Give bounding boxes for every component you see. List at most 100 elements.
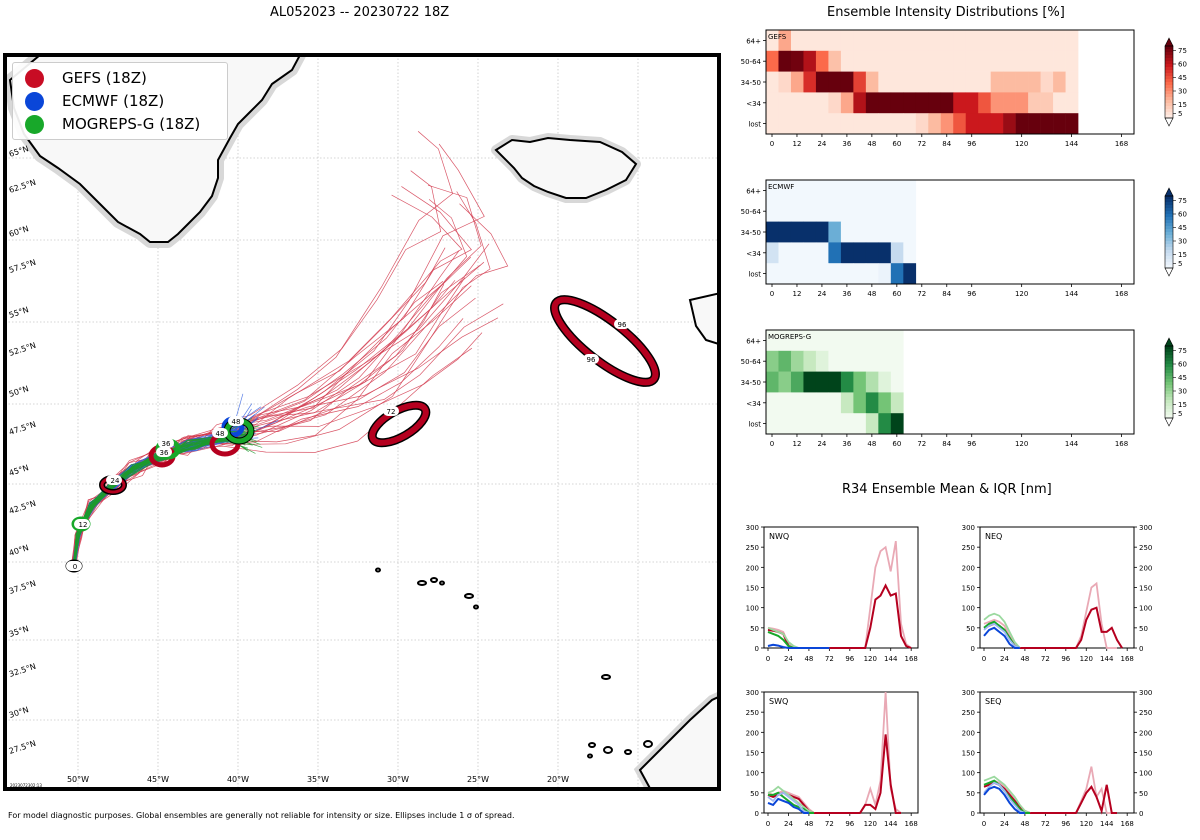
colorbar-tick-label: 75 (1178, 347, 1187, 355)
r34-x-label: 0 (766, 820, 770, 828)
heatmap-cell (940, 50, 954, 72)
r34-y-label-right: 200 (1139, 564, 1152, 572)
colorbar-tick-label: 45 (1178, 74, 1187, 82)
heatmap-cell (766, 221, 779, 243)
colorbar-tick-label: 15 (1178, 401, 1187, 409)
heatmap-cell (878, 50, 892, 72)
heatmap-cell (915, 50, 929, 72)
heatmap-cell (865, 71, 879, 93)
r34-x-label: 72 (1041, 655, 1050, 663)
heatmap-cell (1003, 50, 1016, 72)
intensity-x-label: 168 (1115, 290, 1128, 298)
heatmap-cell (840, 371, 854, 393)
heatmap-cell (778, 221, 792, 243)
r34-y-label: 250 (962, 709, 975, 717)
r34-x-label: 144 (1100, 655, 1114, 663)
colorbar-segment (1165, 103, 1173, 107)
mogreps-mean-line (768, 791, 814, 814)
heatmap-cell (815, 180, 829, 202)
colorbar-segment (1165, 70, 1173, 74)
colorbar-segment (1165, 361, 1173, 365)
heatmap-cell (828, 71, 842, 93)
r34-y-label: 50 (750, 625, 759, 633)
intensity-y-label: 50-64 (741, 208, 762, 216)
heatmap-cell (778, 392, 792, 414)
mogreps-iqr-line (983, 775, 1031, 814)
europe-coast-north (688, 292, 719, 346)
heatmap-cell (790, 263, 804, 285)
azores-islet (439, 580, 445, 586)
heatmap-cell (766, 330, 779, 352)
colorbar-segment (1165, 202, 1173, 206)
colorbar-segment (1165, 412, 1173, 416)
canary-islet (588, 742, 596, 748)
heatmap-cell (815, 200, 829, 222)
r34-x-label: 96 (845, 655, 854, 663)
intensity-x-label: 60 (892, 440, 901, 448)
r34-x-label: 24 (1000, 655, 1009, 663)
heatmap-cell (778, 350, 792, 372)
ecmwf-mean-line (983, 785, 1025, 814)
heatmap-cell (1065, 50, 1079, 72)
heatmap-cell (840, 242, 854, 264)
heatmap-cell (815, 71, 829, 93)
r34-x-label: 72 (1041, 820, 1050, 828)
colorbar-segment (1165, 262, 1173, 266)
heatmap-cell (890, 242, 904, 264)
colorbar-segment (1165, 256, 1173, 260)
heatmap-cell (766, 71, 779, 93)
colorbar-segment (1165, 391, 1173, 395)
heatmap-cell (928, 113, 942, 135)
heatmap-cell (815, 113, 829, 135)
heatmap-cell (828, 221, 842, 243)
footnote: For model diagnostic purposes. Global en… (8, 811, 515, 820)
heatmap-cell (778, 330, 792, 352)
colorbar-segment (1165, 76, 1173, 80)
colorbar-segment (1165, 235, 1173, 239)
heatmap-cell (790, 200, 804, 222)
heatmap-cell (778, 180, 792, 202)
azores-islet (430, 577, 438, 583)
heatmap-cell (1053, 113, 1066, 135)
hour-label-24: 24 (111, 477, 120, 485)
heatmap-cell (815, 371, 829, 393)
heatmap-cell (978, 30, 991, 52)
colorbar-segment (1165, 385, 1173, 389)
colorbar-segment (1165, 241, 1173, 245)
heatmap-cell (853, 200, 867, 222)
heatmap-cell (965, 92, 979, 114)
intensity-y-label: 50-64 (741, 358, 762, 366)
ecmwf-iqr-line (983, 622, 1021, 649)
r34-y-label: 250 (746, 544, 759, 552)
r34-x-label: 144 (884, 655, 898, 663)
colorbar-segment (1165, 397, 1173, 401)
colorbar-segment (1165, 82, 1173, 86)
ecmwf-marker-icon (25, 91, 44, 111)
r34-y-label: 0 (755, 645, 759, 653)
colorbar-tick-label: 60 (1178, 211, 1187, 219)
r34-x-label: 96 (1061, 820, 1070, 828)
intensity-x-label: 168 (1115, 440, 1128, 448)
heatmap-cell (865, 263, 879, 285)
heatmap-cell (1040, 30, 1054, 52)
heatmap-cell (915, 92, 929, 114)
heatmap-cell (890, 350, 904, 372)
heatmap-cell (1040, 113, 1054, 135)
forecast-hour-labels: 0 12 24 36 36 48 48 72 96 96 (66, 319, 630, 571)
r34-y-label: 300 (746, 689, 759, 697)
heatmap-cell (953, 92, 967, 114)
heatmap-cell (840, 200, 854, 222)
r34-y-label-right: 250 (1139, 709, 1152, 717)
heatmap-cell (990, 71, 1004, 93)
heatmap-cell (878, 71, 892, 93)
legend-label-gefs: GEFS (18Z) (62, 69, 147, 87)
r34-y-label-right: 0 (1139, 645, 1143, 653)
r34-panel-label: NWQ (769, 532, 789, 541)
r34-y-label: 100 (746, 770, 759, 778)
r34-y-label-right: 250 (1139, 544, 1152, 552)
intensity-x-label: 120 (1015, 140, 1028, 148)
heatmap-cell (853, 263, 867, 285)
colorbar-segment (1165, 55, 1173, 59)
heatmap-cell (865, 330, 879, 352)
colorbar-segment (1165, 400, 1173, 404)
